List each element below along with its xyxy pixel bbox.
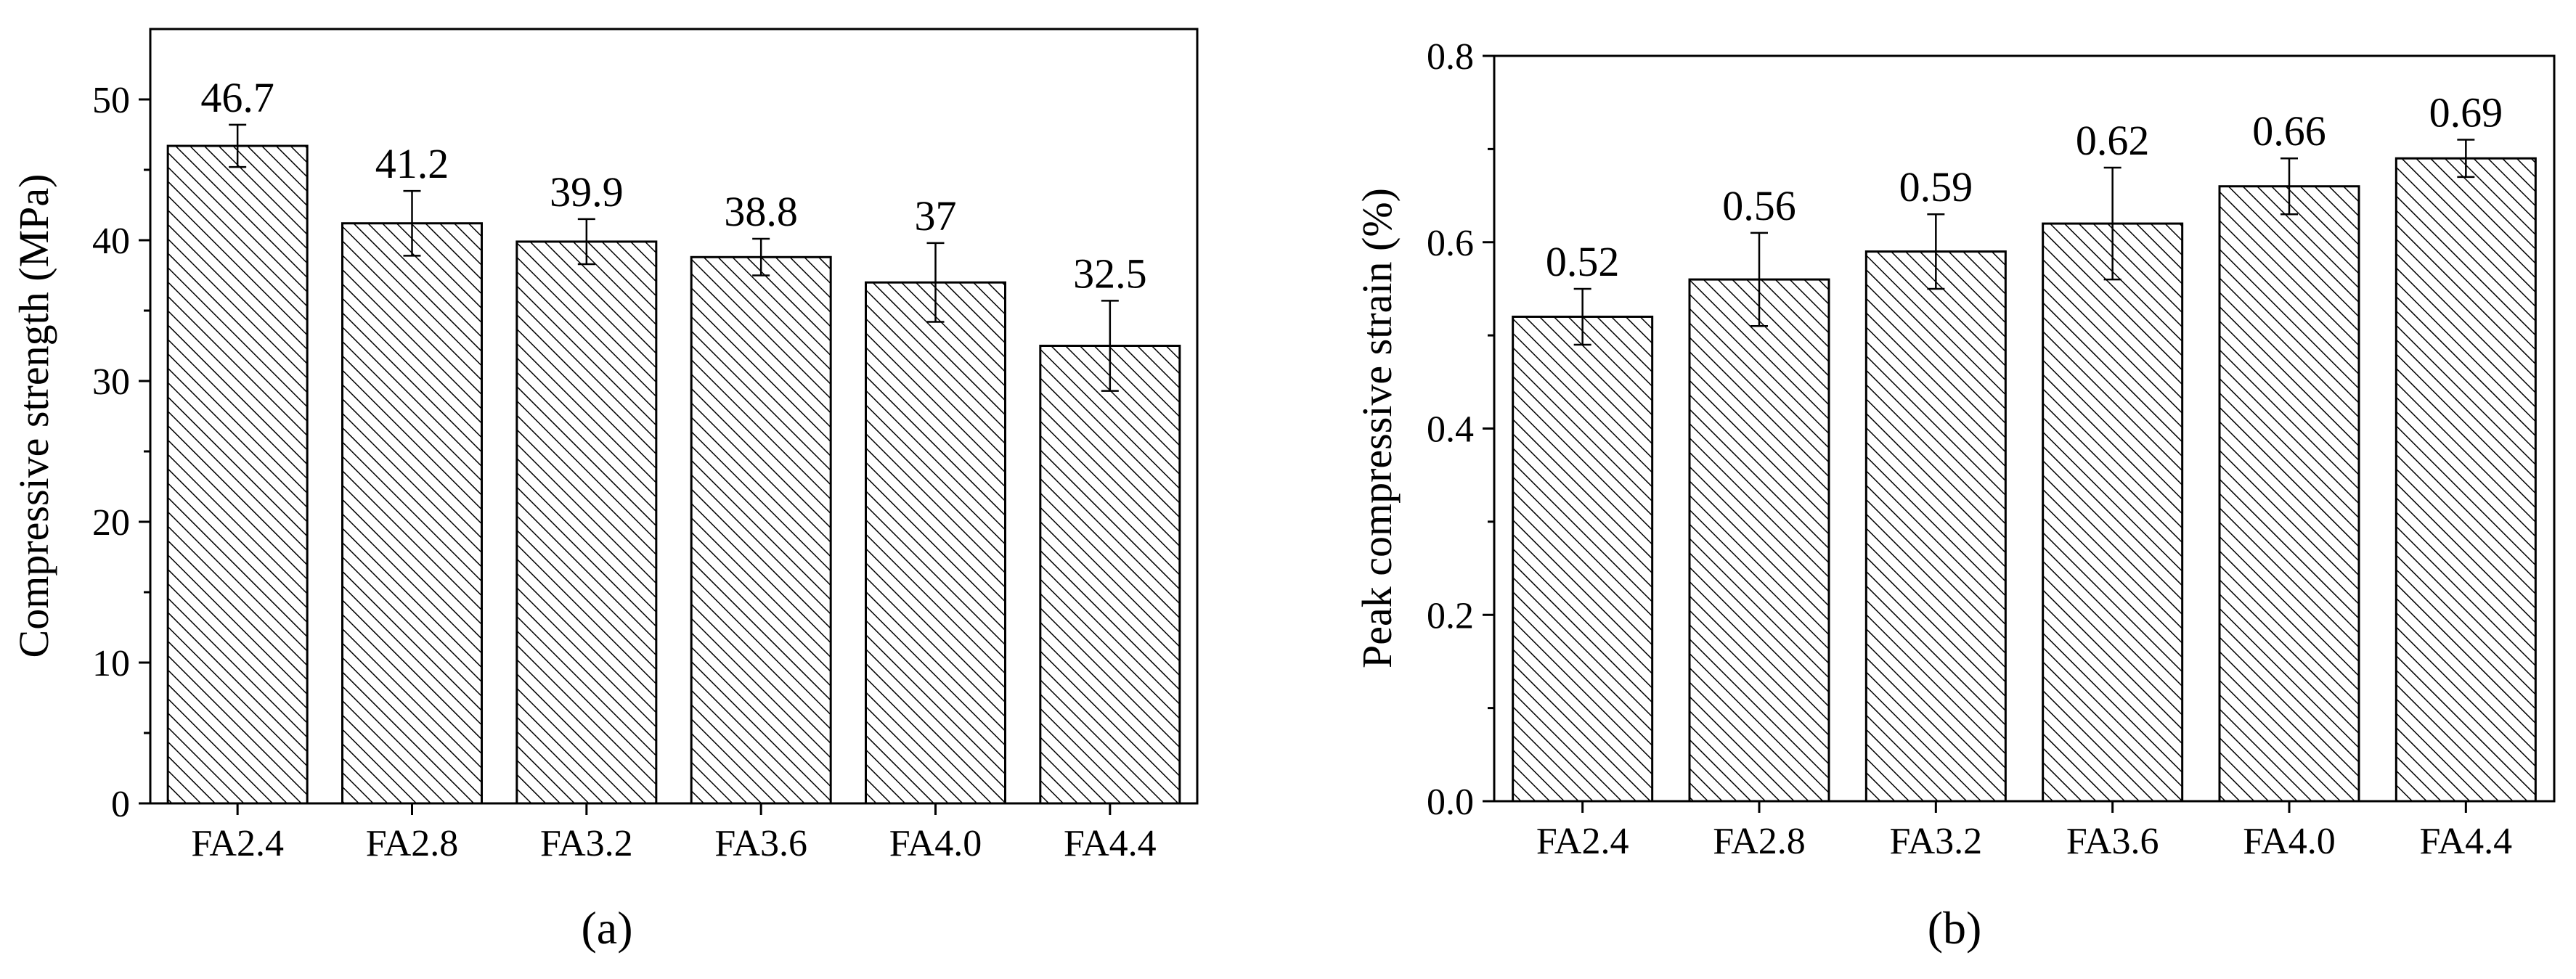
y-tick-label: 20 <box>92 502 130 544</box>
data-label: 32.5 <box>1073 250 1147 297</box>
bar <box>2218 185 2360 803</box>
bar <box>341 222 483 805</box>
x-tick-label: FA3.2 <box>1890 821 1983 862</box>
y-tick-label: 0.2 <box>1427 595 1474 636</box>
y-tick-label: 30 <box>92 361 130 403</box>
x-tick-label: FA2.4 <box>191 823 284 864</box>
x-tick-label: FA4.4 <box>1064 823 1157 864</box>
bar <box>166 144 309 805</box>
data-label: 0.52 <box>1546 238 1620 285</box>
bars <box>1512 157 2537 803</box>
data-label: 39.9 <box>550 168 624 216</box>
bar <box>865 281 1006 805</box>
bar <box>690 255 832 805</box>
bar <box>1512 315 1654 803</box>
panel-label: (b) <box>1928 902 1982 954</box>
x-tick-label: FA3.2 <box>540 823 633 864</box>
bar <box>2042 222 2184 803</box>
bar <box>2394 157 2537 803</box>
x-tick-label: FA3.6 <box>2066 821 2159 862</box>
y-axis-ticks: 0.0 0.2 0.4 0.6 0.8 <box>1427 36 1494 823</box>
x-tick-label: FA2.8 <box>1713 821 1806 862</box>
x-tick-label: FA4.4 <box>2420 821 2513 862</box>
y-tick-label: 0.0 <box>1427 782 1474 823</box>
chart-panel-b: 0.52 0.56 0.59 0.62 0.66 0.69 0.0 0.2 0.4 0.6 0.8… <box>1353 36 2556 954</box>
data-label: 0.56 <box>1722 182 1796 229</box>
y-axis-title: Compressive strength (MPa) <box>10 174 57 658</box>
panel-label: (a) <box>581 902 632 954</box>
y-tick-label: 40 <box>92 221 130 262</box>
y-axis-ticks: 0 10 20 30 40 50 <box>92 80 150 825</box>
y-tick-label: 50 <box>92 80 130 121</box>
bar <box>1039 345 1181 805</box>
x-tick-label: FA3.6 <box>714 823 807 864</box>
x-tick-label: FA2.8 <box>366 823 459 864</box>
value-labels: 0.52 0.56 0.59 0.62 0.66 0.69 <box>1546 89 2503 285</box>
x-tick-label: FA2.4 <box>1536 821 1629 862</box>
value-labels: 46.7 41.2 39.9 38.8 37 32.5 <box>200 74 1146 298</box>
error-bars <box>229 123 1119 392</box>
y-tick-label: 0.6 <box>1427 223 1474 264</box>
data-label: 0.59 <box>1899 163 1973 210</box>
y-tick-label: 0 <box>111 784 130 825</box>
bar <box>1864 250 2007 803</box>
data-label: 0.66 <box>2252 107 2326 155</box>
y-axis-title: Peak compressive strain (%) <box>1353 188 1401 668</box>
x-tick-label: FA4.0 <box>2243 821 2336 862</box>
y-tick-label: 0.8 <box>1427 36 1474 78</box>
plot-frame <box>149 28 1199 805</box>
data-label: 37 <box>915 192 957 239</box>
error-bars <box>1573 139 2475 346</box>
x-tick-label: FA4.0 <box>889 823 982 864</box>
chart-panel-a: 46.7 41.2 39.9 38.8 37 32.5 0 10 20 30 40 50 FA2.4… <box>10 28 1199 954</box>
bar <box>1688 278 1830 803</box>
data-label: 38.8 <box>724 188 798 235</box>
y-tick-label: 0.4 <box>1427 409 1474 451</box>
x-axis-ticks: FA2.4 FA2.8 FA3.2 FA3.6 FA4.0 FA4.4 <box>1536 801 2512 862</box>
data-label: 46.7 <box>200 74 274 121</box>
bars <box>166 144 1181 805</box>
y-tick-label: 10 <box>92 643 130 684</box>
data-label: 0.69 <box>2429 89 2503 136</box>
bar <box>515 240 658 805</box>
x-axis-ticks: FA2.4 FA2.8 FA3.2 FA3.6 FA4.0 FA4.4 <box>191 803 1157 864</box>
data-label: 41.2 <box>375 140 449 187</box>
data-label: 0.62 <box>2076 117 2150 164</box>
